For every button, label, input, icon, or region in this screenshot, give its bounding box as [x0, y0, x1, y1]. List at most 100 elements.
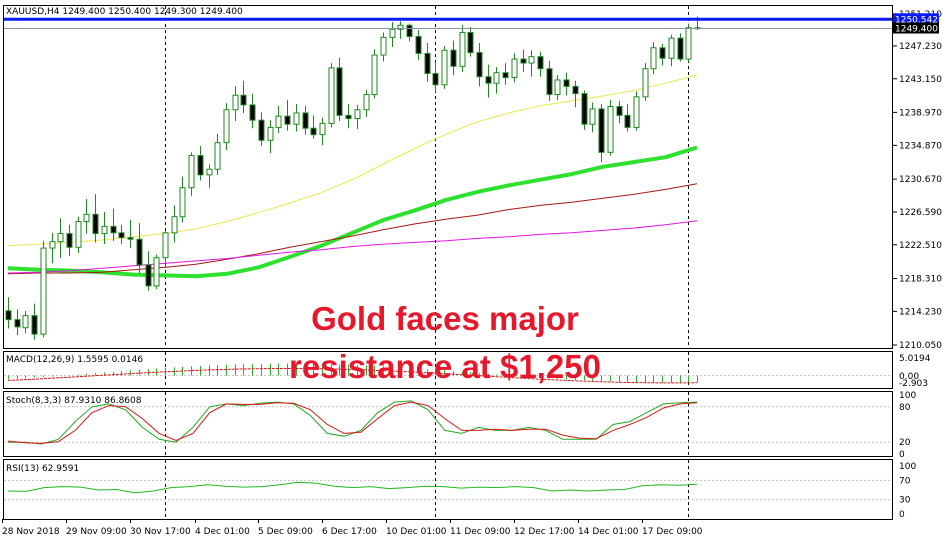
price-tick-label: 1214.230 — [899, 307, 942, 317]
time-tick-label: 12 Dec 17:00 — [514, 527, 575, 537]
main-pane — [3, 5, 893, 349]
candle — [153, 254, 160, 290]
rsi-tick-label: 0 — [899, 510, 905, 520]
candle — [624, 104, 631, 132]
candle — [633, 91, 640, 131]
candle — [485, 64, 492, 98]
rsi-tick-label: 70 — [899, 476, 911, 486]
candle — [450, 40, 457, 76]
stoch-d-line — [7, 401, 698, 444]
macd-tick-label: 5.0194 — [899, 354, 931, 364]
candle — [5, 297, 12, 329]
macd-tick-label: 0.00 — [899, 372, 919, 382]
candle — [75, 216, 82, 253]
candle — [302, 105, 309, 135]
stoch-tick-label: 80 — [899, 403, 911, 413]
candle — [83, 199, 90, 234]
candle — [214, 133, 221, 175]
macd-header: MACD(12,26,9) 1.5595 0.0146 — [6, 355, 143, 365]
last-price-label: 1249.400 — [895, 24, 938, 34]
candle — [546, 60, 553, 101]
candle — [668, 34, 675, 67]
price-tick-label: 1243.150 — [899, 75, 942, 85]
time-tick-label: 29 Nov 09:00 — [66, 527, 127, 537]
resistance-price-tag — [893, 13, 939, 25]
candle — [336, 57, 343, 121]
candle — [40, 240, 47, 338]
candle — [354, 104, 361, 130]
candle — [293, 104, 300, 132]
rsi-pane — [3, 459, 893, 520]
candle — [581, 90, 588, 130]
candle — [118, 224, 125, 245]
time-tick-label: 4 Dec 01:00 — [195, 527, 250, 537]
candle — [284, 100, 291, 131]
candle — [598, 104, 605, 163]
stoch-pane — [3, 391, 893, 457]
candle — [267, 120, 274, 154]
candle — [616, 100, 623, 124]
candle — [92, 194, 99, 243]
candle — [554, 75, 561, 101]
moving-average-3 — [7, 183, 698, 275]
macd-signal-line — [7, 368, 698, 384]
candle — [650, 42, 657, 75]
candle — [563, 72, 570, 96]
last-price-tag — [893, 22, 939, 34]
price-tick-label: 1234.870 — [899, 141, 942, 151]
resistance-price-label: 1250.542 — [895, 15, 938, 25]
price-tick-label: 1230.670 — [899, 175, 942, 185]
time-tick-label: 17 Dec 09:00 — [642, 527, 703, 537]
candle — [685, 23, 692, 63]
candle — [371, 49, 378, 99]
candle — [57, 218, 64, 258]
candle — [22, 310, 29, 334]
price-tick-label: 1222.510 — [899, 241, 942, 251]
rsi-line — [7, 481, 698, 494]
stoch-tick-label: 100 — [899, 391, 916, 401]
candle — [319, 117, 326, 146]
candle — [101, 211, 108, 245]
candle — [14, 309, 21, 335]
candle — [511, 53, 518, 83]
candle — [415, 30, 422, 60]
stoch-header: Stoch(8,3,3) 87.9310 86.8608 — [6, 396, 142, 406]
candle — [397, 21, 404, 39]
candle — [493, 67, 500, 94]
candle — [258, 112, 265, 146]
candle — [188, 152, 195, 196]
candle — [171, 205, 178, 243]
stoch-tick-label: 20 — [899, 438, 911, 448]
candle — [249, 93, 256, 129]
candle — [179, 176, 186, 223]
candle — [677, 33, 684, 62]
candle — [145, 251, 152, 291]
macd-pane — [3, 351, 893, 389]
candle — [31, 303, 38, 340]
candle — [310, 115, 317, 139]
candle — [572, 80, 579, 108]
candle — [363, 89, 370, 117]
candle — [389, 22, 396, 47]
candle — [432, 61, 439, 93]
candle — [520, 49, 527, 72]
time-tick-label: 6 Dec 17:00 — [322, 527, 377, 537]
candle — [537, 51, 544, 77]
candle — [642, 63, 649, 101]
candle — [66, 224, 73, 257]
rsi-tick-label: 100 — [899, 462, 916, 472]
candle — [240, 80, 247, 113]
time-tick-label: 14 Dec 01:00 — [578, 527, 639, 537]
candle — [424, 42, 431, 82]
moving-average-4 — [7, 220, 698, 274]
candle — [206, 164, 213, 188]
candle — [232, 86, 239, 121]
price-tick-label: 1247.230 — [899, 42, 942, 52]
candle — [659, 43, 666, 66]
time-tick-label: 5 Dec 09:00 — [258, 527, 313, 537]
moving-average-2 — [7, 145, 698, 279]
candle — [328, 63, 335, 128]
candle — [607, 100, 614, 156]
